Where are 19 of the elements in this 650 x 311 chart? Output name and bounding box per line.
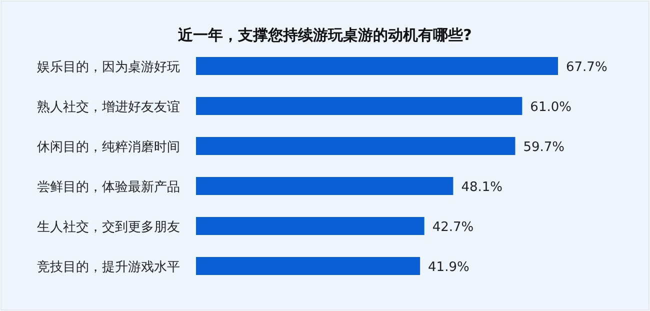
y-tick-label: 生人社交，交到更多朋友: [37, 219, 180, 235]
bar: [196, 57, 558, 75]
bar: [196, 217, 424, 235]
data-label: 67.7%: [566, 60, 608, 75]
y-tick-label: 熟人社交，增进好友友谊: [37, 99, 180, 115]
bar: [196, 177, 454, 195]
y-tick-label: 竞技目的，提升游戏水平: [37, 260, 180, 275]
data-label: 41.9%: [428, 260, 470, 275]
data-label: 59.7%: [523, 140, 565, 155]
bar: [196, 257, 420, 275]
bar: [196, 137, 516, 155]
y-tick-label: 娱乐目的，因为桌游好玩: [37, 60, 180, 75]
y-tick-label: 尝鲜目的，体验最新产品: [37, 180, 180, 195]
bar: [196, 97, 522, 115]
chart-title: 近一年，支撑您持续游玩桌游的动机有哪些?: [177, 26, 472, 44]
y-tick-label: 休闲目的，纯粹消磨时间: [37, 140, 180, 155]
data-label: 42.7%: [432, 220, 474, 235]
data-label: 48.1%: [461, 180, 503, 195]
data-label: 61.0%: [530, 100, 572, 115]
